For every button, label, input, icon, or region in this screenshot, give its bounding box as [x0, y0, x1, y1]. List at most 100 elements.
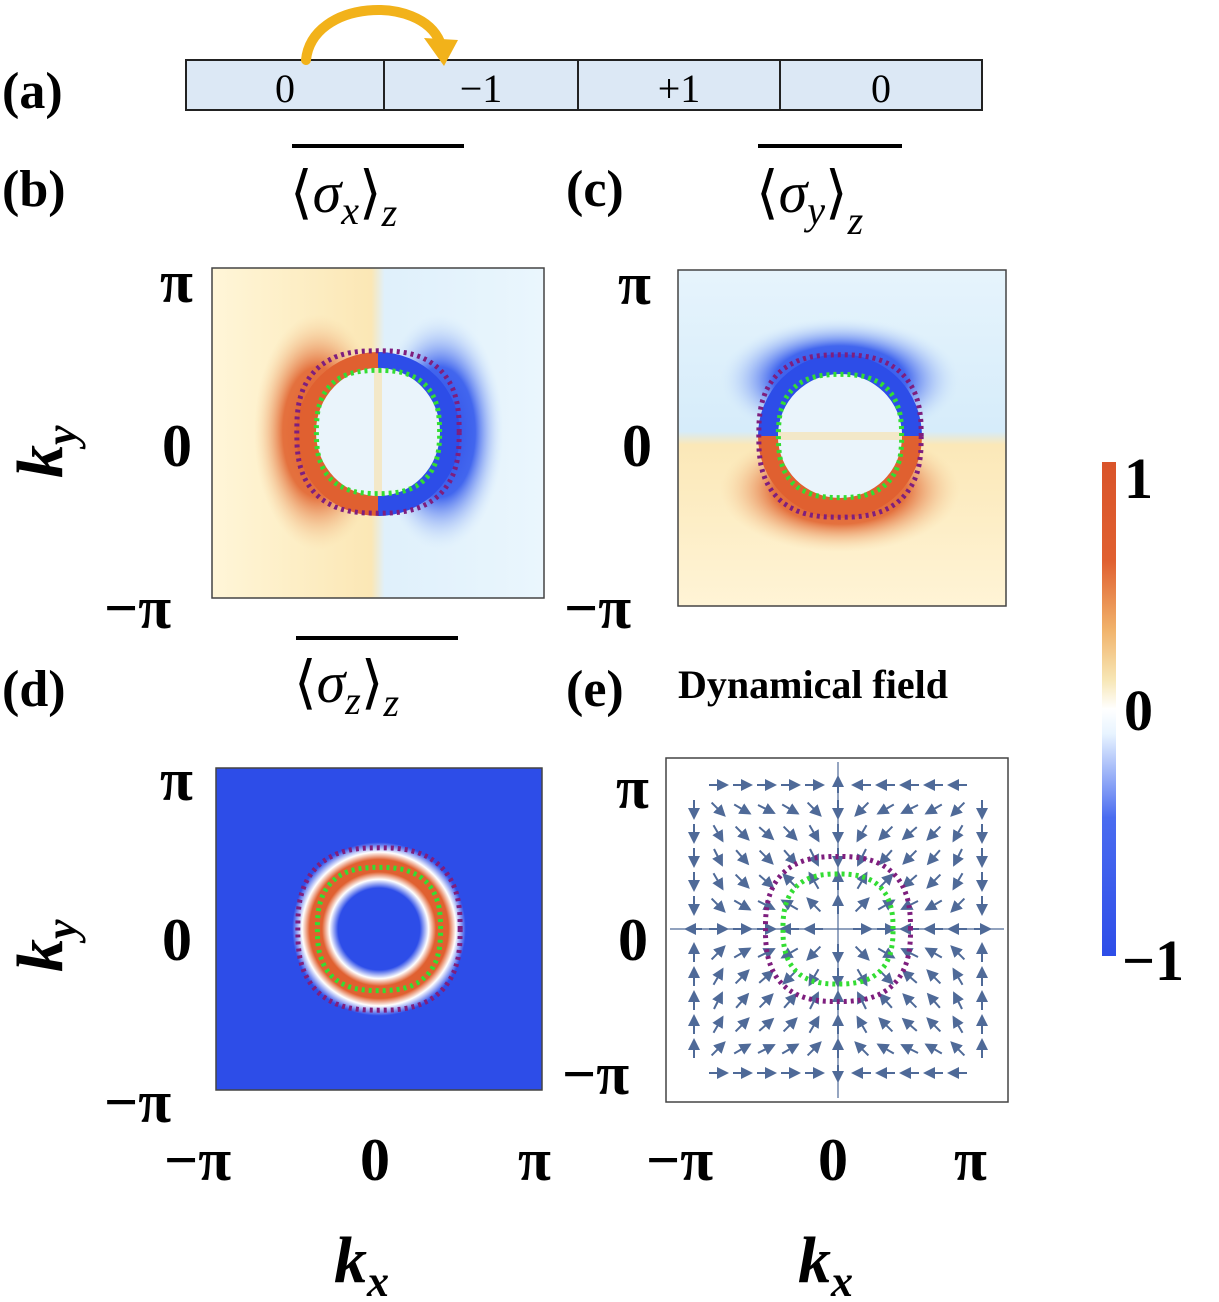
svg-text:⟨σy⟩z: ⟨σy⟩z	[756, 160, 864, 243]
field-arrow	[734, 1017, 750, 1033]
inner-ring	[780, 871, 896, 987]
chain-cell-label: 0	[871, 66, 891, 111]
tick-e-y-pi: π	[616, 755, 649, 821]
field-arrow	[734, 825, 750, 841]
field-arrow	[926, 849, 941, 866]
field-arrow	[952, 872, 964, 891]
field-arrow	[733, 947, 752, 959]
field-arrow	[856, 1015, 868, 1034]
field-arrow	[712, 967, 724, 986]
field-arrow	[757, 803, 776, 814]
field-arrow	[900, 803, 919, 814]
panel-label-b: (b)	[2, 161, 66, 218]
field-arrow	[806, 897, 822, 913]
tick-c-y-0: 0	[622, 413, 652, 479]
tick-b-y-minus-pi: −π	[104, 575, 171, 641]
title-d-sigma: σ	[317, 650, 348, 715]
rings-c	[756, 352, 924, 520]
title-d-outer: z	[382, 680, 399, 725]
ticks-c-y: π 0 −π	[564, 251, 652, 641]
axis-label-ky-top: ky	[4, 425, 86, 478]
field-arrow	[757, 1044, 776, 1055]
quiver-field	[670, 762, 1004, 1098]
field-arrow	[878, 849, 893, 866]
ticks-e-x: −π 0 π	[646, 1127, 987, 1193]
rings-b	[294, 348, 462, 516]
ticks-d-y: π 0 −π	[104, 747, 193, 1135]
field-arrow	[783, 992, 798, 1009]
outer-ring	[294, 348, 462, 516]
field-arrow	[758, 849, 774, 865]
tick-d-y-0: 0	[162, 907, 192, 973]
frame-c	[677, 269, 1007, 607]
field-arrow	[901, 1017, 918, 1032]
title-c-outer: z	[847, 198, 864, 243]
field-arrow	[808, 991, 819, 1010]
field-arrow	[876, 803, 895, 815]
tick-d-x-0: 0	[360, 1127, 390, 1193]
outer-ring	[763, 854, 913, 1004]
field-arrow	[712, 824, 724, 843]
field-arrow	[781, 803, 800, 815]
field-arrow	[854, 801, 870, 817]
field-arrow	[783, 849, 798, 866]
field-arrow	[857, 991, 868, 1010]
axis-label-kx-d-main: k	[334, 1224, 367, 1297]
field-arrow	[758, 1017, 775, 1032]
axis-label-kx-e: kx	[798, 1224, 853, 1302]
field-arrow	[712, 848, 723, 867]
field-arrow	[902, 993, 918, 1009]
axis-label-ky-top-main: k	[4, 445, 77, 478]
chain-cell-label: −1	[460, 66, 503, 111]
field-arrow	[758, 993, 774, 1009]
field-arrow	[856, 968, 868, 987]
field-arrow	[900, 948, 919, 959]
tick-b-y-0: 0	[162, 413, 192, 479]
field-arrow	[757, 899, 776, 910]
svg-text:⟨σx⟩z: ⟨σx⟩z	[290, 160, 398, 235]
heatmap-b	[212, 268, 544, 598]
field-arrow	[952, 1015, 964, 1034]
chain-cell	[779, 59, 983, 111]
field-arrow	[924, 1043, 943, 1055]
axis-label-kx-e-main: k	[798, 1224, 831, 1297]
field-arrow	[877, 899, 896, 911]
panel-label-e: (e)	[566, 661, 624, 718]
field-arrow	[808, 968, 820, 987]
field-arrow	[878, 825, 894, 841]
axis-label-kx-e-sub: x	[830, 1257, 853, 1302]
field-arrow	[712, 872, 724, 891]
field-arrow	[734, 873, 750, 889]
field-arrow	[806, 801, 822, 817]
axis-label-kx-d: kx	[334, 1224, 389, 1302]
tick-d-x-pi: π	[518, 1127, 551, 1193]
title-b-outer: z	[381, 190, 398, 235]
hop-arrow-head	[424, 38, 458, 66]
field-arrow	[808, 1015, 820, 1034]
colorbar	[1102, 462, 1116, 956]
title-b-sigma: σ	[313, 160, 344, 225]
field-arrow	[950, 945, 966, 961]
field-arrow	[902, 849, 918, 865]
tick-c-y-pi: π	[618, 251, 651, 317]
rings-e	[763, 854, 913, 1004]
colorbar-mid: 0	[1124, 678, 1153, 743]
field-arrow	[877, 947, 896, 959]
inner-ring	[314, 864, 444, 994]
chain-cell	[383, 59, 579, 111]
tick-d-y-minus-pi: −π	[104, 1069, 171, 1135]
svg-text:⟨σz⟩z: ⟨σz⟩z	[294, 650, 399, 725]
chain-cell-label: 0	[275, 66, 295, 111]
heatmap-c	[678, 270, 1006, 606]
chain-cell-label: +1	[658, 66, 701, 111]
field-arrow	[926, 873, 942, 889]
ticks-d-x: −π 0 π	[164, 1127, 551, 1193]
field-arrow	[735, 849, 750, 866]
field-arrow	[808, 824, 820, 843]
field-arrow	[856, 824, 868, 843]
field-arrow	[926, 825, 942, 841]
field-arrow	[953, 848, 964, 867]
field-arrow	[924, 899, 943, 911]
tick-d-x-minus-pi: −π	[164, 1127, 231, 1193]
inner-ring	[313, 367, 443, 497]
